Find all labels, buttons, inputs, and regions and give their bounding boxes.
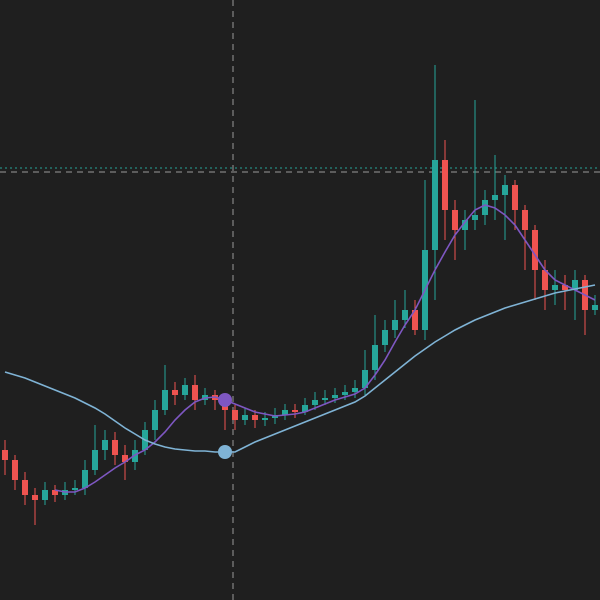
candle-body: [452, 210, 458, 230]
candle-body: [282, 410, 288, 415]
candle-body: [52, 490, 58, 495]
candle-body: [22, 480, 28, 495]
candle-body: [82, 470, 88, 488]
candle-body: [122, 455, 128, 462]
candle-body: [432, 160, 438, 250]
candle-body: [42, 490, 48, 500]
candle-body: [402, 310, 408, 320]
candle-body: [482, 200, 488, 215]
candle-body: [472, 215, 478, 220]
candle-body: [572, 280, 578, 290]
candle-body: [362, 370, 368, 388]
candle-body: [532, 230, 538, 270]
moving-average-line: [4, 284, 596, 453]
candle-body: [102, 440, 108, 450]
candle-body: [592, 305, 598, 310]
candle-body: [192, 385, 198, 400]
candle-body: [322, 398, 328, 400]
candle-body: [352, 388, 358, 392]
candle-body: [172, 390, 178, 395]
candle-body: [522, 210, 528, 230]
candle-body: [92, 450, 98, 470]
crosshair-dot: [218, 393, 232, 407]
candle-body: [492, 195, 498, 200]
candle-body: [162, 390, 168, 410]
candle-body: [302, 405, 308, 412]
candle-body: [112, 440, 118, 455]
crosshair-dot: [218, 445, 232, 459]
candle-body: [292, 410, 298, 412]
candle-body: [462, 220, 468, 230]
candle-body: [232, 410, 238, 420]
candle-body: [382, 330, 388, 345]
candle-body: [72, 488, 78, 490]
candle-body: [542, 270, 548, 290]
candle-body: [262, 418, 268, 420]
candle-body: [12, 460, 18, 480]
candle-body: [392, 320, 398, 330]
candle-body: [252, 415, 258, 420]
candle-body: [332, 395, 338, 398]
candle-body: [502, 185, 508, 195]
candle-body: [372, 345, 378, 370]
candle-body: [512, 185, 518, 210]
candle-body: [562, 285, 568, 290]
candle-body: [442, 160, 448, 210]
candle-body: [152, 410, 158, 430]
candle-body: [132, 450, 138, 462]
candle-body: [182, 385, 188, 395]
candle-body: [412, 310, 418, 330]
moving-average-line: [54, 204, 596, 493]
candle-body: [32, 495, 38, 500]
candle-body: [2, 450, 8, 460]
candle-body: [342, 392, 348, 395]
candle-body: [312, 400, 318, 405]
candle-body: [552, 285, 558, 290]
candle-body: [242, 415, 248, 420]
